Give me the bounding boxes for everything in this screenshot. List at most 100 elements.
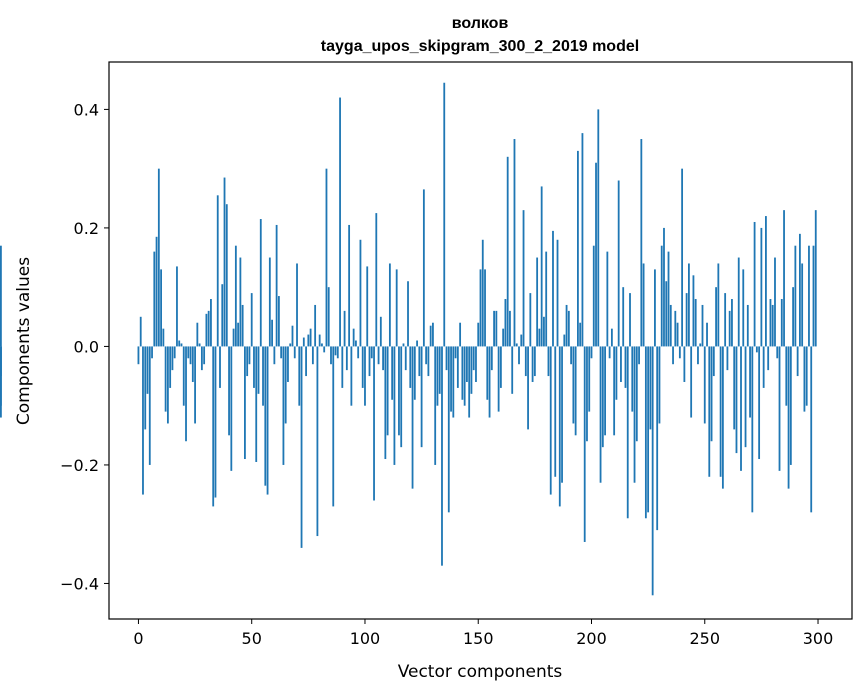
- bar-15: [171, 346, 174, 371]
- bar-53: [257, 346, 260, 394]
- bar-20: [182, 346, 185, 406]
- bar-3: [144, 346, 147, 430]
- bar-172: [527, 346, 529, 430]
- bar-171: [524, 346, 527, 377]
- bar-87: [334, 346, 337, 356]
- bar-153: [484, 269, 486, 347]
- bar-210: [613, 346, 616, 436]
- bar-225: [647, 346, 650, 513]
- x-tick-label: 150: [463, 629, 494, 648]
- bar-95: [352, 328, 355, 347]
- bar-215: [624, 346, 627, 388]
- bar-35: [216, 195, 219, 347]
- bar-250: [703, 346, 706, 424]
- bar-46: [241, 304, 244, 347]
- bar-231: [660, 245, 663, 347]
- bar-262: [731, 299, 733, 347]
- bar-274: [758, 346, 761, 460]
- bar-137: [447, 346, 450, 513]
- bar-268: [744, 346, 747, 448]
- bar-61: [275, 224, 278, 347]
- bar-89: [339, 97, 341, 347]
- bar-168: [518, 346, 520, 365]
- bar-101: [366, 266, 369, 347]
- bar-240: [681, 168, 684, 347]
- bar-224: [644, 346, 647, 519]
- bar-184: [554, 346, 557, 477]
- bar-52: [255, 346, 258, 462]
- bar-188: [563, 334, 566, 347]
- bar-297: [810, 346, 813, 513]
- bar-160: [499, 346, 502, 388]
- bar-102: [368, 346, 371, 377]
- y-axis-label: Components values: [14, 257, 34, 425]
- bar-139: [452, 346, 455, 418]
- bar-238: [676, 322, 679, 347]
- bar-141: [456, 346, 459, 388]
- bar-126: [422, 189, 425, 347]
- bar-11: [162, 328, 165, 347]
- bar-226: [649, 346, 652, 430]
- bar-130: [432, 322, 434, 347]
- bar-275: [760, 227, 763, 347]
- bar-56: [264, 346, 267, 486]
- bar-291: [796, 346, 799, 377]
- bar-267: [742, 269, 745, 347]
- bar-165: [511, 346, 514, 394]
- bar-167: [515, 343, 518, 347]
- y-tick-label: −0.2: [60, 456, 99, 475]
- bar-281: [774, 257, 776, 347]
- bar-111: [388, 263, 391, 347]
- bar-164: [509, 310, 511, 347]
- x-axis-label: Vector components: [398, 662, 563, 682]
- bar-85: [330, 346, 332, 365]
- bar-132: [436, 346, 439, 406]
- bar-155: [488, 346, 491, 418]
- chart-title-line-2: tayga_upos_skipgram_300_2_2019 model: [321, 38, 639, 55]
- bar-64: [282, 346, 285, 465]
- bar-32: [210, 299, 212, 347]
- bar-12: [164, 346, 167, 412]
- bar-173: [529, 293, 532, 347]
- bar-177: [538, 328, 541, 347]
- bar-203: [597, 109, 600, 347]
- bar-37: [221, 284, 224, 347]
- bar-90: [341, 346, 344, 388]
- bar-18: [178, 340, 181, 347]
- bar-0: [137, 346, 140, 365]
- bar-62: [277, 296, 280, 347]
- bar-127: [425, 346, 428, 365]
- bar-175: [533, 346, 536, 377]
- bar-93: [348, 224, 351, 347]
- bar-143: [461, 346, 464, 400]
- bar-66: [287, 346, 289, 382]
- bar-38: [223, 177, 226, 347]
- bar-230: [658, 346, 661, 424]
- bar-264: [735, 346, 738, 454]
- bar-4: [146, 346, 149, 394]
- bar-292: [798, 233, 801, 347]
- bar-207: [606, 251, 609, 347]
- bar-166: [513, 139, 516, 347]
- bar-248: [699, 343, 702, 347]
- bar-211: [615, 346, 618, 400]
- bar-237: [674, 310, 677, 347]
- bar-125: [420, 346, 423, 448]
- bar-22: [187, 346, 190, 359]
- bar-273: [755, 346, 758, 353]
- bar-270: [749, 346, 751, 418]
- x-tick-label: 0: [133, 629, 143, 648]
- bar-269: [746, 304, 749, 347]
- x-tick-label: 300: [803, 629, 834, 648]
- bar-276: [762, 346, 765, 388]
- bar-49: [248, 346, 251, 365]
- y-tick-label: −0.4: [60, 574, 99, 593]
- bar-17: [176, 266, 178, 347]
- bar-110: [386, 346, 389, 436]
- bar-undefined: [0, 346, 2, 406]
- bar-298: [812, 245, 815, 347]
- bar-198: [586, 346, 588, 442]
- bar-34: [214, 346, 217, 498]
- bar-154: [486, 346, 489, 400]
